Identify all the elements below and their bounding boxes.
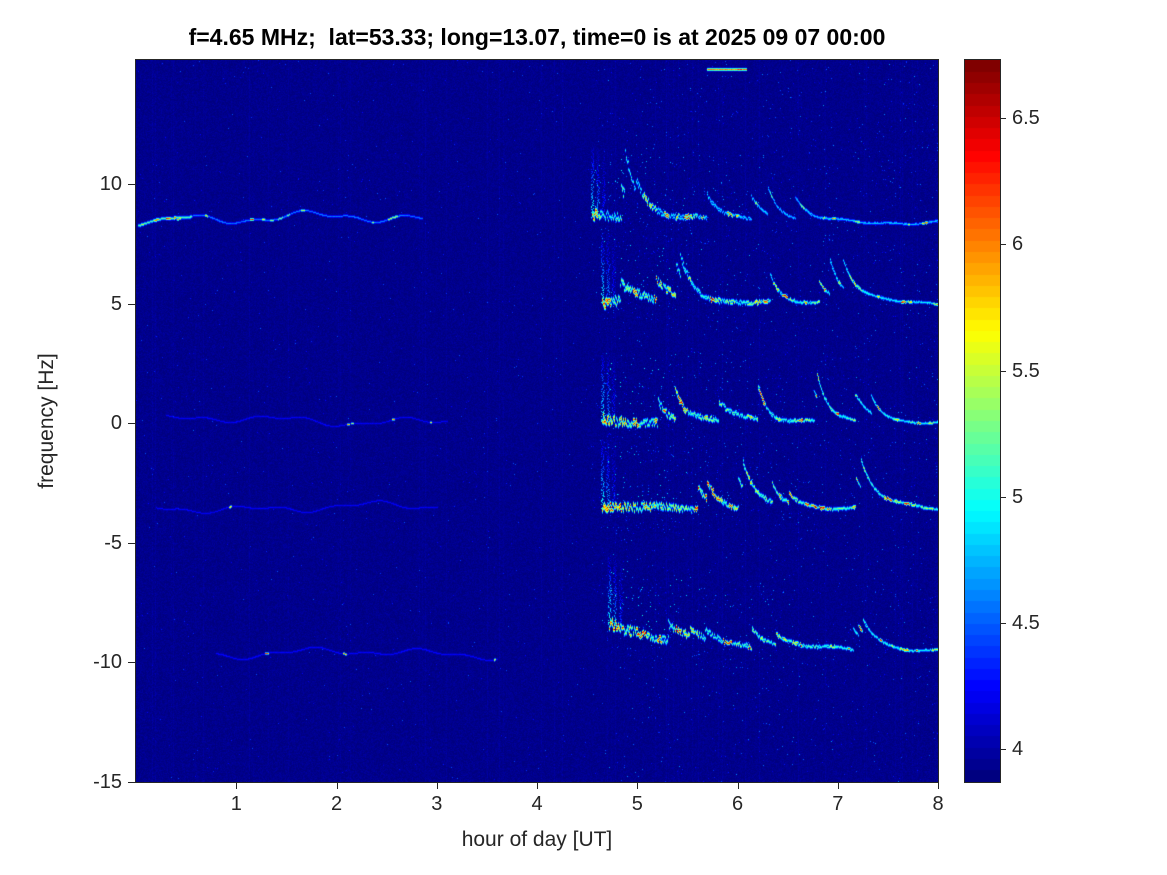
- y-tick-mark: [128, 423, 135, 425]
- x-tick-label: 4: [531, 793, 543, 815]
- x-tick-mark: [637, 783, 639, 789]
- colorbar-tick-label: 5.5: [1012, 359, 1040, 382]
- spectrogram-heatmap: [135, 59, 939, 783]
- colorbar-tick-mark: [1001, 370, 1006, 372]
- x-tick-mark: [336, 783, 338, 789]
- x-tick-mark: [436, 783, 438, 789]
- x-tick-mark: [537, 783, 538, 789]
- x-tick-label: 2: [330, 793, 343, 815]
- colorbar-tick-label: 4: [1012, 738, 1024, 761]
- colorbar-tick-label: 6: [1012, 233, 1024, 256]
- y-tick-mark: [128, 782, 135, 783]
- colorbar-tick-label: 5: [1012, 485, 1024, 508]
- x-axis-label: hour of day [UT]: [461, 828, 613, 851]
- colorbar-tick-mark: [1001, 244, 1006, 246]
- x-tick-mark: [737, 783, 739, 789]
- y-tick-label: -5: [104, 531, 122, 554]
- y-tick-label: -10: [93, 651, 122, 674]
- y-tick-label: 5: [110, 292, 122, 315]
- chart-title: f=4.65 MHz; lat=53.33; long=13.07, time=…: [188, 24, 886, 50]
- x-tick-mark: [837, 783, 839, 789]
- x-tick-label: 1: [230, 793, 242, 815]
- y-tick-mark: [128, 303, 135, 305]
- x-tick-label: 6: [731, 793, 744, 815]
- x-tick-label: 5: [631, 793, 643, 815]
- colorbar-tick-mark: [1001, 118, 1006, 120]
- x-tick-mark: [236, 783, 238, 789]
- colorbar-tick-label: 4.5: [1012, 611, 1040, 634]
- colorbar-tick-mark: [1001, 749, 1006, 751]
- colorbar: [964, 59, 1001, 783]
- x-tick-mark: [938, 783, 939, 789]
- colorbar-tick-label: 6.5: [1012, 107, 1040, 130]
- y-tick-mark: [128, 662, 135, 664]
- colorbar-tick-mark: [1001, 622, 1006, 624]
- x-tick-label: 8: [932, 793, 944, 815]
- y-tick-label: 0: [110, 412, 122, 435]
- colorbar-tick-mark: [1001, 496, 1006, 498]
- y-tick-label: -15: [93, 771, 122, 793]
- x-tick-label: 7: [832, 793, 844, 815]
- y-tick-mark: [128, 542, 135, 544]
- y-tick-label: 10: [99, 173, 122, 196]
- y-tick-mark: [128, 184, 135, 186]
- x-tick-label: 3: [431, 793, 443, 815]
